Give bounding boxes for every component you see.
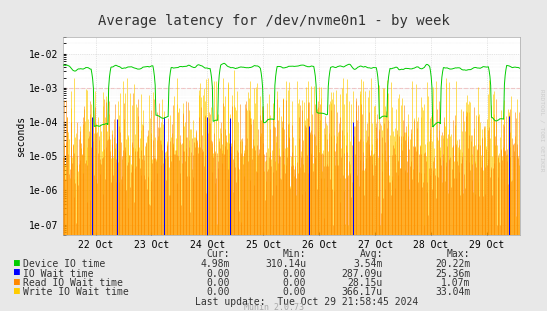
Text: ■: ■ [14,286,20,296]
Y-axis label: seconds: seconds [16,115,26,157]
Text: Average latency for /dev/nvme0n1 - by week: Average latency for /dev/nvme0n1 - by we… [97,14,450,28]
Text: 0.00: 0.00 [206,287,230,297]
Text: ■: ■ [14,267,20,277]
Text: 0.00: 0.00 [283,269,306,279]
Text: IO Wait time: IO Wait time [23,269,94,279]
Text: Cur:: Cur: [206,248,230,258]
Text: 0.00: 0.00 [206,269,230,279]
Text: 310.14u: 310.14u [265,259,306,269]
Text: 3.54m: 3.54m [353,259,383,269]
Text: 20.22m: 20.22m [435,259,470,269]
Text: 0.00: 0.00 [283,287,306,297]
Text: 28.15u: 28.15u [348,278,383,288]
Text: 0.00: 0.00 [206,278,230,288]
Text: Munin 2.0.73: Munin 2.0.73 [243,303,304,311]
Text: Write IO Wait time: Write IO Wait time [23,287,129,297]
Text: 33.04m: 33.04m [435,287,470,297]
Text: 366.17u: 366.17u [342,287,383,297]
Text: Last update:  Tue Oct 29 21:58:45 2024: Last update: Tue Oct 29 21:58:45 2024 [195,297,418,307]
Text: Device IO time: Device IO time [23,259,105,269]
Text: ■: ■ [14,258,20,268]
Text: 287.09u: 287.09u [342,269,383,279]
Text: ■: ■ [14,276,20,286]
Text: Min:: Min: [283,248,306,258]
Text: Max:: Max: [447,248,470,258]
Text: Avg:: Avg: [359,248,383,258]
Text: RRDTOOL / TOBI OETIKER: RRDTOOL / TOBI OETIKER [539,89,544,172]
Text: 25.36m: 25.36m [435,269,470,279]
Text: 0.00: 0.00 [283,278,306,288]
Text: 4.98m: 4.98m [200,259,230,269]
Text: Read IO Wait time: Read IO Wait time [23,278,123,288]
Text: 1.07m: 1.07m [441,278,470,288]
